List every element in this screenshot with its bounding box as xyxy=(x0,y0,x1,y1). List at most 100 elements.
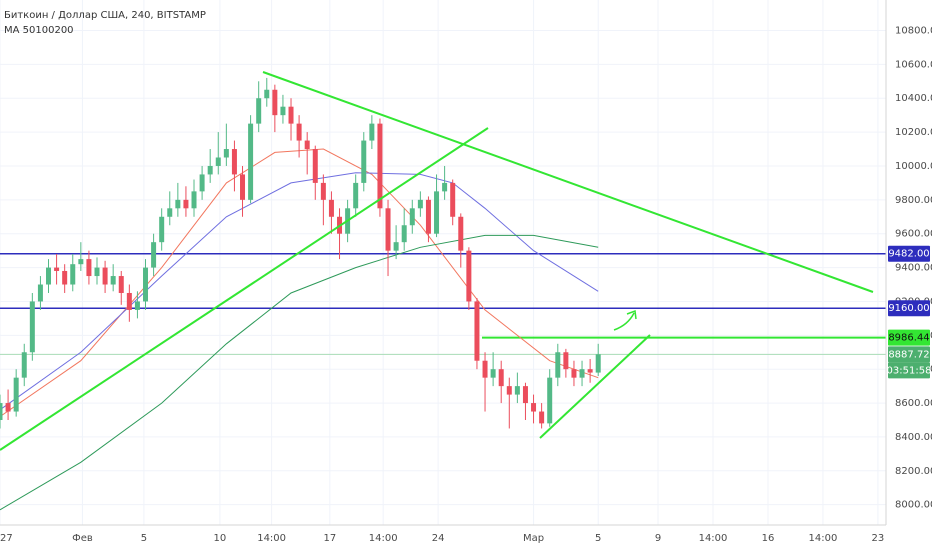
candle-body xyxy=(175,199,181,209)
candle-body xyxy=(231,149,237,175)
y-tick-label: 8400.00 xyxy=(895,432,932,443)
y-tick-label: 8200.00 xyxy=(895,466,932,477)
y-tick-label: 9800.00 xyxy=(895,195,932,206)
x-tick-label: 27 xyxy=(0,533,13,544)
candle-body xyxy=(506,386,512,395)
candle-body xyxy=(37,284,43,302)
candle-body xyxy=(240,174,246,200)
candle-body xyxy=(393,242,399,251)
candle-body xyxy=(62,270,68,285)
price-label: 8986.44 xyxy=(888,333,929,344)
candle-body xyxy=(466,250,472,302)
candle-body xyxy=(514,386,520,395)
x-tick-label: 5 xyxy=(141,533,147,544)
plot xyxy=(0,77,886,511)
candle-body xyxy=(0,403,3,420)
x-tick-label: 14:00 xyxy=(369,533,398,544)
candle-body xyxy=(183,199,189,209)
x-tick-label: Фев xyxy=(72,533,93,544)
candle-body xyxy=(353,182,359,209)
candle-body xyxy=(110,276,116,285)
candle-body xyxy=(256,98,262,124)
candle-body xyxy=(369,123,375,141)
candle-body xyxy=(458,216,464,251)
candle-body xyxy=(5,403,11,412)
y-tick-label: 8000.00 xyxy=(895,500,932,511)
candle-body xyxy=(579,369,585,378)
candle-body xyxy=(207,165,213,175)
candle-body xyxy=(490,369,496,378)
trend-line xyxy=(0,127,489,451)
candle-body xyxy=(199,174,205,192)
x-tick-label: 24 xyxy=(432,533,445,544)
y-tick-label: 9600.00 xyxy=(895,229,932,240)
x-tick-label: 5 xyxy=(595,533,601,544)
candle-body xyxy=(272,89,278,116)
candle-body xyxy=(191,191,197,209)
candle-body xyxy=(13,377,19,412)
candle-body xyxy=(46,267,52,285)
x-tick-label: 14:00 xyxy=(699,533,728,544)
candle-body xyxy=(385,208,391,251)
y-tick-label: 9400.00 xyxy=(895,263,932,274)
candle-body xyxy=(571,369,577,378)
candle-body xyxy=(29,301,35,353)
moving-average xyxy=(0,234,599,511)
grid xyxy=(0,0,886,525)
candle-body xyxy=(539,411,545,424)
candle-body xyxy=(555,352,561,378)
candle-body xyxy=(78,259,84,265)
y-tick-label: 10000.00 xyxy=(895,161,932,172)
candle-body xyxy=(312,149,318,183)
candle-body xyxy=(102,267,108,285)
candle-body xyxy=(54,267,60,271)
candle-body xyxy=(70,264,76,285)
candle-body xyxy=(595,354,601,373)
candle-body xyxy=(151,242,157,268)
candle-body xyxy=(215,157,221,166)
price-label-box xyxy=(888,346,930,363)
indicator-label: MA 50100200 xyxy=(4,25,74,36)
candle-body xyxy=(425,199,431,234)
candle-body xyxy=(320,182,326,200)
x-tick-label: 14:00 xyxy=(809,533,838,544)
price-label-box xyxy=(888,245,930,262)
axes: 8000.008200.008400.008600.008800.009000.… xyxy=(0,25,932,544)
trend-line xyxy=(539,334,651,439)
candle-body xyxy=(482,360,488,378)
candle-body xyxy=(547,377,553,424)
drawings xyxy=(0,71,874,451)
x-tick-label: Мар xyxy=(523,533,544,544)
candle-body xyxy=(223,149,229,158)
price-label-box xyxy=(888,329,930,346)
candle-body xyxy=(167,208,173,217)
candle-body xyxy=(450,182,456,217)
y-tick-label: 10200.00 xyxy=(895,127,932,138)
price-label: 9482.00 xyxy=(888,249,929,260)
moving-average xyxy=(0,172,599,411)
candle-body xyxy=(587,369,593,373)
candle-body xyxy=(498,369,504,387)
candle-body xyxy=(417,199,423,209)
candle-body xyxy=(126,292,132,310)
candle-body xyxy=(118,276,124,293)
candle-body xyxy=(94,267,100,277)
x-tick-label: 10 xyxy=(214,533,227,544)
price-label: 9160.00 xyxy=(888,303,929,314)
countdown-box xyxy=(888,362,930,379)
x-tick-label: 9 xyxy=(655,533,661,544)
candle-body xyxy=(434,191,440,234)
arrow xyxy=(613,309,637,331)
price-label-box xyxy=(888,300,930,317)
candle-body xyxy=(522,386,528,404)
candle-body xyxy=(328,199,334,217)
candle-body xyxy=(361,140,367,183)
candle-body xyxy=(288,106,294,124)
x-tick-label: 17 xyxy=(323,533,336,544)
y-tick-label: 10600.00 xyxy=(895,59,932,70)
x-tick-label: 14:00 xyxy=(257,533,286,544)
candle-body xyxy=(563,352,569,370)
